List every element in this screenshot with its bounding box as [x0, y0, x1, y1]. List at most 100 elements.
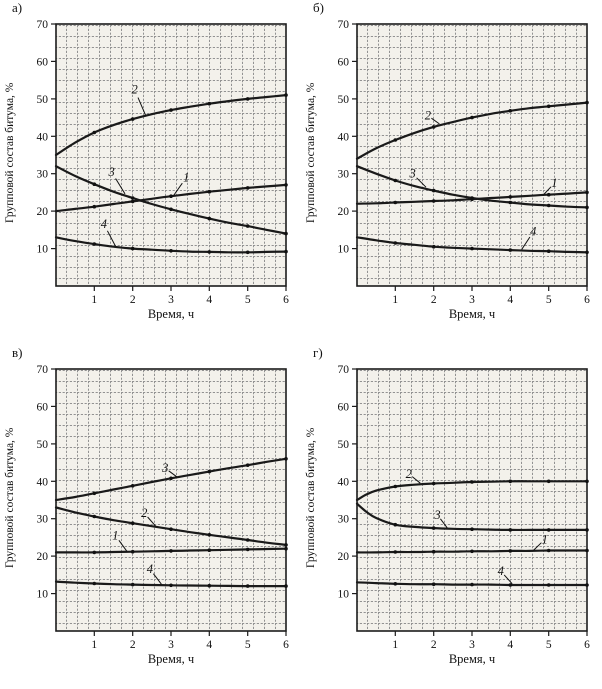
data-point	[585, 250, 589, 255]
data-point	[585, 479, 589, 484]
y-tick-label: 10	[338, 589, 350, 601]
data-point	[130, 246, 135, 251]
data-point	[92, 491, 97, 496]
y-axis-title: Групповой состав битума, %	[4, 427, 16, 569]
x-tick-label: 5	[245, 294, 251, 306]
x-tick-label: 6	[584, 639, 590, 651]
x-tick-label: 3	[469, 639, 475, 651]
data-point	[169, 583, 173, 588]
series-label: 2	[141, 506, 147, 520]
series-label: 3	[161, 461, 168, 475]
y-tick-label: 40	[37, 476, 49, 488]
label-leader	[503, 574, 513, 585]
data-point	[508, 479, 513, 484]
panel-letter-b: б)	[313, 0, 324, 15]
x-tick-label: 4	[206, 294, 212, 306]
data-point	[284, 93, 288, 97]
chart-a: 10 20 30 40 50 60 70 1 2 3 4 5 6 2 3 1 4	[37, 19, 290, 306]
y-tick-label: 30	[37, 169, 49, 181]
y-tick-label: 20	[37, 551, 49, 563]
y-tick-label: 60	[37, 56, 49, 68]
data-point	[393, 522, 398, 527]
series-label: 2	[425, 109, 431, 123]
series-label: 4	[498, 564, 504, 578]
label-leader	[416, 177, 427, 188]
x-tick-label: 2	[130, 639, 136, 651]
series-label: 4	[530, 225, 536, 239]
series-label: 4	[147, 562, 153, 576]
x-tick-label: 1	[91, 639, 97, 651]
series-label: 4	[101, 217, 107, 231]
chart-panel-g: г) Групповой состав битума, % 10 20 30 40 50…	[301, 345, 602, 689]
data-point	[130, 199, 135, 204]
data-point	[284, 231, 288, 236]
panel-letter-v: в)	[12, 345, 23, 360]
y-tick-label: 70	[37, 19, 49, 31]
x-tick-label: 6	[584, 294, 590, 306]
data-point	[470, 582, 474, 587]
chart-b: 10 20 30 40 50 60 70 1 2 3 4 5 6 2 3 1 4	[338, 19, 591, 306]
data-point	[431, 582, 436, 586]
chart-panel-v: в) Групповой состав битума, % 10 20 30 40 50…	[0, 345, 301, 689]
data-point	[585, 190, 589, 195]
data-point	[169, 207, 173, 212]
data-point	[207, 469, 212, 474]
data-point	[508, 549, 513, 553]
series-label: 2	[131, 83, 137, 97]
data-point	[546, 583, 551, 587]
data-point	[508, 248, 513, 252]
data-point	[207, 216, 212, 221]
data-point	[130, 117, 135, 121]
series-label: 2	[406, 467, 412, 481]
data-point	[470, 115, 474, 120]
data-point	[92, 550, 97, 555]
data-point	[431, 244, 436, 249]
y-tick-label: 60	[37, 401, 49, 413]
y-tick-label: 50	[338, 94, 350, 106]
plot-border	[356, 23, 588, 287]
x-tick-label: 3	[168, 639, 174, 651]
plot-area	[56, 369, 286, 631]
data-point	[470, 527, 474, 531]
y-tick-label: 30	[338, 514, 350, 526]
x-tick-label: 4	[507, 639, 513, 651]
y-tick-label: 40	[37, 131, 49, 143]
label-leader	[106, 230, 116, 247]
data-point	[393, 241, 398, 245]
series-label: 1	[183, 171, 189, 185]
data-point	[207, 583, 212, 588]
data-point	[284, 183, 288, 187]
x-tick-label: 4	[206, 639, 212, 651]
data-point	[207, 533, 212, 537]
x-tick-label: 2	[431, 294, 437, 306]
label-leader	[542, 186, 552, 196]
series-label: 1	[551, 176, 557, 190]
data-point	[207, 548, 212, 552]
data-point	[169, 549, 173, 553]
plot-area	[56, 24, 286, 286]
y-tick-label: 60	[338, 401, 350, 413]
x-tick-label: 4	[507, 294, 513, 306]
data-point	[245, 186, 250, 190]
data-point	[169, 108, 173, 112]
data-point	[585, 548, 589, 553]
x-tick-label: 2	[130, 294, 136, 306]
data-point	[92, 204, 97, 209]
x-axis-title: Время, ч	[147, 307, 195, 321]
data-point	[431, 188, 436, 193]
label-leader	[118, 540, 128, 552]
series-label: 1	[542, 532, 548, 546]
x-tick-label: 1	[392, 294, 398, 306]
data-point	[130, 484, 135, 488]
data-point	[585, 583, 589, 587]
data-point	[284, 584, 288, 588]
series-label: 3	[433, 508, 440, 522]
data-point	[92, 581, 97, 586]
x-tick-label: 2	[431, 639, 437, 651]
data-point	[284, 546, 288, 551]
data-point	[169, 194, 173, 198]
x-axis-title: Время, ч	[448, 307, 496, 321]
data-point	[508, 195, 513, 199]
label-leader	[172, 182, 183, 197]
series-label: 3	[408, 167, 415, 181]
